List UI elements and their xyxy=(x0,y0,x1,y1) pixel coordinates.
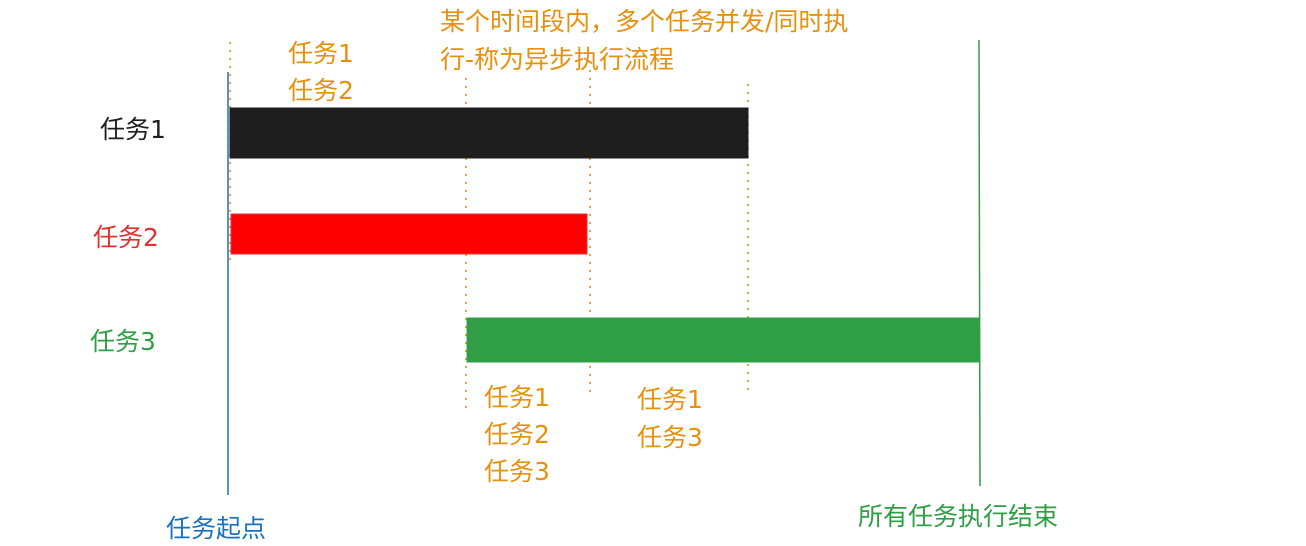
task2-bar xyxy=(230,213,588,255)
interval1-task2: 任务2 xyxy=(288,76,354,105)
note-line-1: 某个时间段内，多个任务并发/同时执 xyxy=(440,7,848,36)
end-label: 所有任务执行结束 xyxy=(858,502,1058,531)
interval1-task1: 任务1 xyxy=(288,39,354,68)
task3-label: 任务3 xyxy=(90,327,156,356)
interval3-task3: 任务3 xyxy=(637,423,703,452)
interval2-task3: 任务3 xyxy=(484,457,550,486)
note-line-2: 行-称为异步执行流程 xyxy=(440,45,674,74)
start-label: 任务起点 xyxy=(166,514,266,543)
interval2-task1: 任务1 xyxy=(484,383,550,412)
end-line xyxy=(978,39,981,487)
task1-label: 任务1 xyxy=(100,115,166,144)
task3-bar xyxy=(466,317,980,363)
task2-label: 任务2 xyxy=(93,223,159,252)
task1-bar xyxy=(229,107,749,159)
interval3-task1: 任务1 xyxy=(637,385,703,414)
interval2-task2: 任务2 xyxy=(484,420,550,449)
